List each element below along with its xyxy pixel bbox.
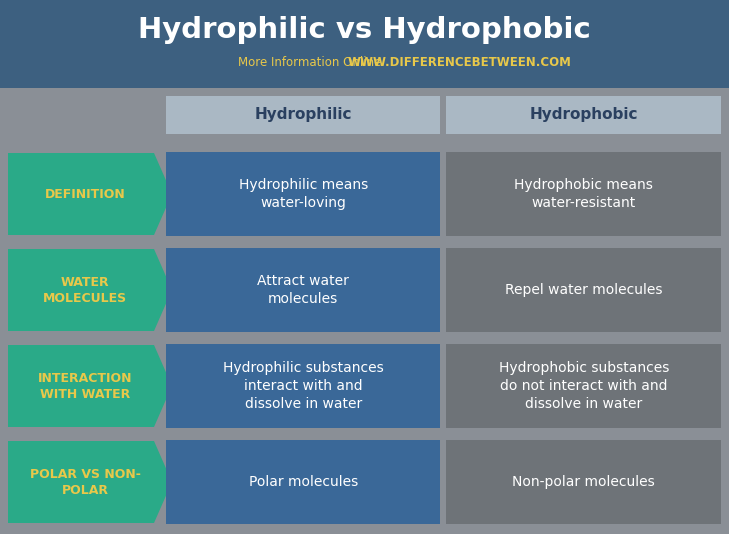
Text: Repel water molecules: Repel water molecules <box>505 283 663 297</box>
Text: POLAR VS NON-
POLAR: POLAR VS NON- POLAR <box>30 467 141 497</box>
Text: Hydrophilic: Hydrophilic <box>254 107 352 122</box>
Polygon shape <box>8 441 172 523</box>
Text: Hydrophobic: Hydrophobic <box>529 107 638 122</box>
Text: Hydrophobic means
water-resistant: Hydrophobic means water-resistant <box>515 178 653 210</box>
Text: WWW.DIFFERENCEBETWEEN.COM: WWW.DIFFERENCEBETWEEN.COM <box>348 56 572 68</box>
FancyBboxPatch shape <box>166 96 440 134</box>
Text: Attract water
molecules: Attract water molecules <box>257 274 349 306</box>
Text: WATER
MOLECULES: WATER MOLECULES <box>43 276 127 304</box>
FancyBboxPatch shape <box>446 96 721 134</box>
FancyBboxPatch shape <box>166 440 440 524</box>
FancyBboxPatch shape <box>0 0 729 88</box>
FancyBboxPatch shape <box>446 344 721 428</box>
Text: Hydrophilic vs Hydrophobic: Hydrophilic vs Hydrophobic <box>138 16 591 44</box>
Text: Hydrophobic substances
do not interact with and
dissolve in water: Hydrophobic substances do not interact w… <box>499 360 669 411</box>
FancyBboxPatch shape <box>446 248 721 332</box>
FancyBboxPatch shape <box>166 152 440 236</box>
Text: Polar molecules: Polar molecules <box>249 475 358 489</box>
Text: Non-polar molecules: Non-polar molecules <box>512 475 655 489</box>
Text: More Information Online: More Information Online <box>238 56 381 68</box>
Text: INTERACTION
WITH WATER: INTERACTION WITH WATER <box>38 372 132 400</box>
Polygon shape <box>8 153 172 235</box>
Text: Hydrophilic substances
interact with and
dissolve in water: Hydrophilic substances interact with and… <box>223 360 383 411</box>
FancyBboxPatch shape <box>446 152 721 236</box>
FancyBboxPatch shape <box>446 440 721 524</box>
Text: Hydrophilic means
water-loving: Hydrophilic means water-loving <box>238 178 368 210</box>
Text: DEFINITION: DEFINITION <box>44 187 125 200</box>
FancyBboxPatch shape <box>166 248 440 332</box>
FancyBboxPatch shape <box>166 344 440 428</box>
Polygon shape <box>8 345 172 427</box>
Polygon shape <box>8 249 172 331</box>
